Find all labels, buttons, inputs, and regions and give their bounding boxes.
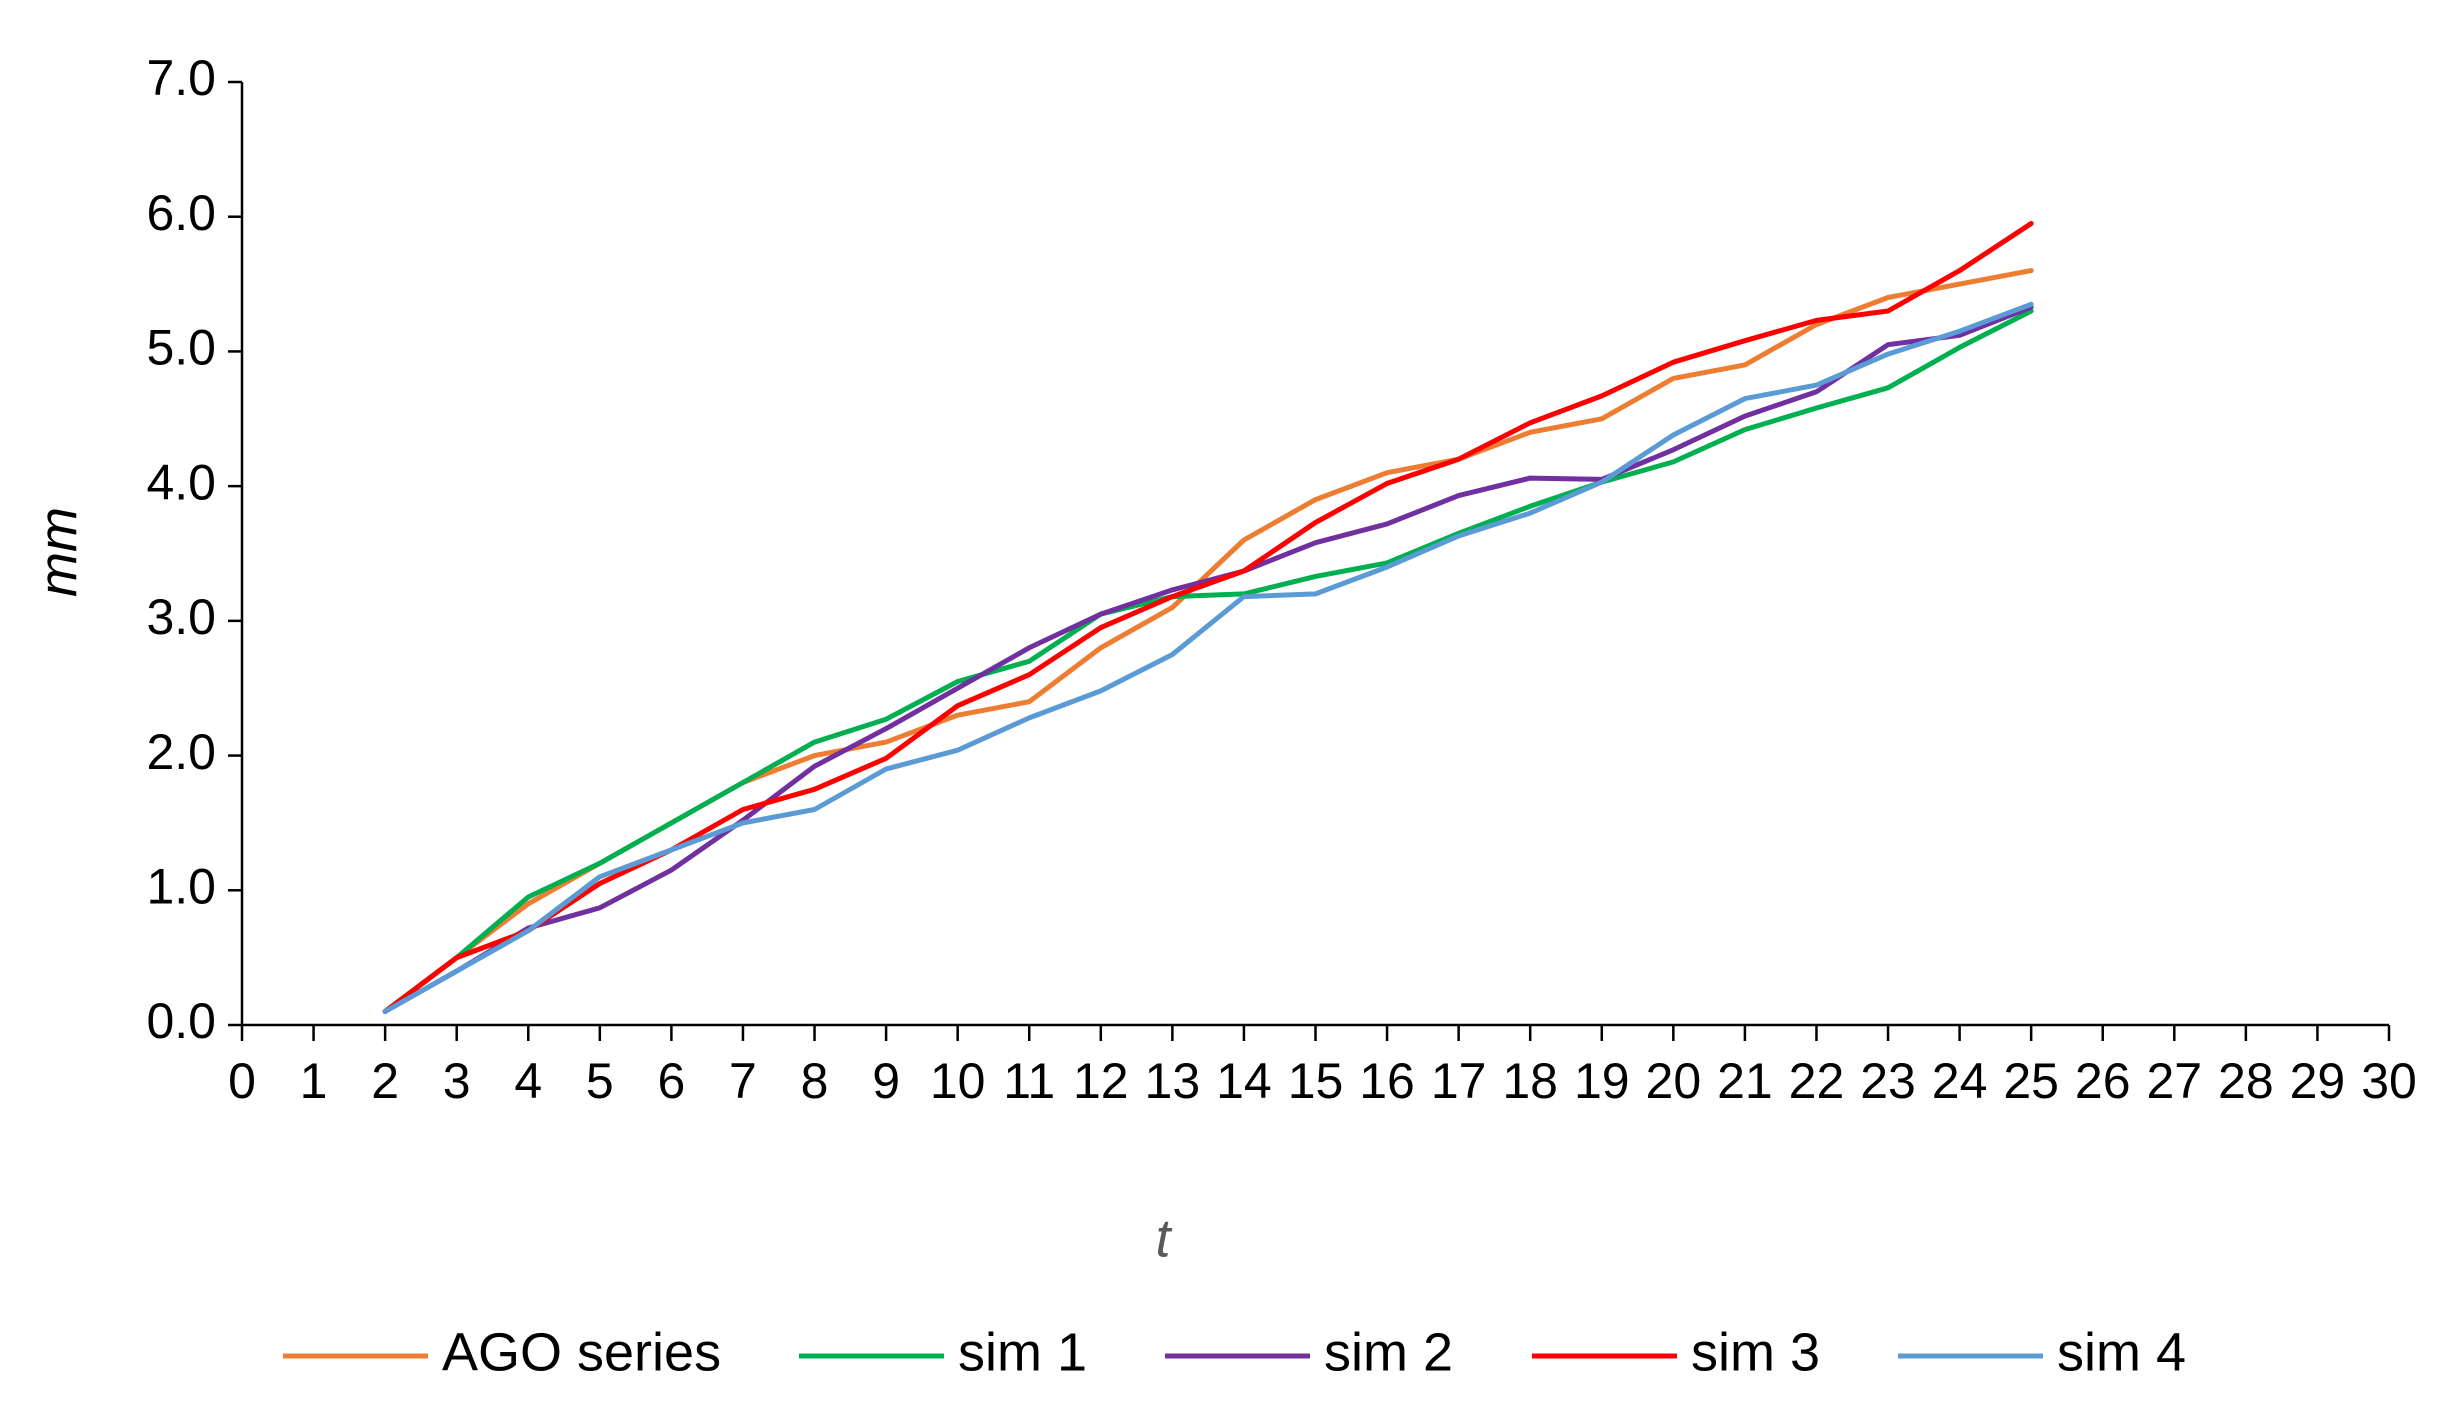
x-tick-label: 17 (1431, 1053, 1487, 1109)
series-layer (382, 221, 2034, 1014)
x-tick-label: 16 (1359, 1053, 1415, 1109)
x-tick-label: 0 (228, 1053, 256, 1109)
x-tick-label: 5 (586, 1053, 614, 1109)
y-axis-title: mm (28, 507, 88, 597)
series-line-sim-2 (382, 304, 2034, 1014)
y-tick-label: 3.0 (146, 589, 216, 645)
x-tick-label: 6 (657, 1053, 685, 1109)
legend: AGO series sim 1 sim 2 sim 3 sim 4 (283, 1322, 2186, 1382)
x-tick-label: 4 (514, 1053, 542, 1109)
y-tick-label: 2.0 (146, 724, 216, 780)
x-tick-label: 26 (2075, 1053, 2131, 1109)
x-tick-label: 29 (2290, 1053, 2346, 1109)
x-tick-label: 15 (1288, 1053, 1344, 1109)
x-tick-label: 10 (930, 1053, 986, 1109)
x-tick-label: 13 (1145, 1053, 1201, 1109)
x-tick-label: 7 (729, 1053, 757, 1109)
y-tick-label: 6.0 (146, 185, 216, 241)
x-tick-label: 20 (1646, 1053, 1702, 1109)
x-tick-label: 14 (1216, 1053, 1272, 1109)
x-tick-label: 30 (2361, 1053, 2417, 1109)
x-tick-label: 19 (1574, 1053, 1630, 1109)
y-tick-label: 5.0 (146, 320, 216, 376)
y-tick-label: 7.0 (146, 50, 216, 106)
x-axis-title: t (1155, 1208, 1172, 1268)
x-tick-label: 22 (1789, 1053, 1845, 1109)
x-tick-label: 23 (1860, 1053, 1916, 1109)
axes-layer: 0.01.02.03.04.05.06.07.00 1 2 3 4 5 6 7 8 9 10 11 12… (146, 50, 2416, 1109)
x-tick-label: 25 (2003, 1053, 2059, 1109)
x-tick-label: 24 (1932, 1053, 1988, 1109)
series-line-ago-series (382, 268, 2034, 1014)
x-tick-label: 2 (371, 1053, 399, 1109)
x-tick-label: 12 (1073, 1053, 1129, 1109)
x-tick-label: 3 (443, 1053, 471, 1109)
x-tick-label: 28 (2218, 1053, 2274, 1109)
legend-label-sim-1: sim 1 (958, 1322, 1087, 1382)
legend-label-sim-3: sim 3 (1691, 1322, 1820, 1382)
x-tick-label: 27 (2146, 1053, 2202, 1109)
x-tick-label: 8 (801, 1053, 829, 1109)
x-tick-label: 21 (1717, 1053, 1773, 1109)
y-tick-label: 0.0 (146, 993, 216, 1049)
legend-label-sim-4: sim 4 (2057, 1322, 2186, 1382)
y-tick-label: 1.0 (146, 858, 216, 914)
x-tick-label: 11 (1003, 1053, 1055, 1109)
series-line-sim-4 (382, 301, 2034, 1014)
y-tick-label: 4.0 (146, 454, 216, 510)
x-tick-label: 1 (300, 1053, 328, 1109)
x-tick-label: 9 (872, 1053, 900, 1109)
legend-label-ago-series: AGO series (442, 1322, 721, 1382)
x-tick-label: 18 (1502, 1053, 1558, 1109)
series-line-sim-1 (382, 308, 2034, 1014)
legend-label-sim-2: sim 2 (1324, 1322, 1453, 1382)
